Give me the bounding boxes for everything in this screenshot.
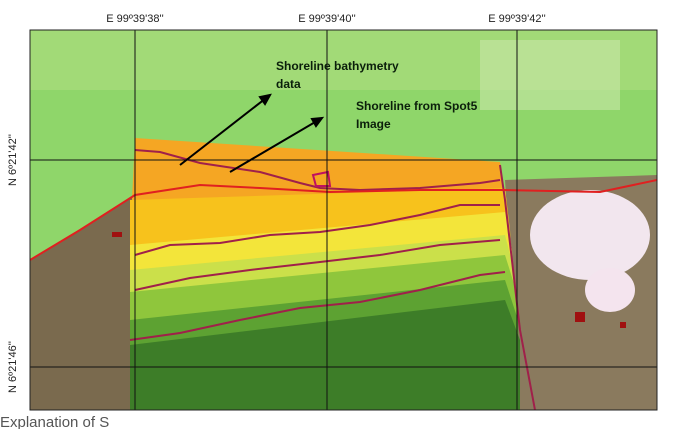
annotation: data: [276, 77, 301, 91]
latitude-label: N 6º21'42'': [7, 134, 19, 186]
grid: [30, 30, 657, 410]
longitude-label: E 99º39'38'': [106, 13, 163, 25]
longitude-label: E 99º39'42'': [488, 13, 545, 25]
longitude-label: E 99º39'40'': [298, 13, 355, 25]
sand-white: [530, 190, 650, 280]
annotation: Shoreline bathymetry: [276, 59, 399, 73]
frame: [29, 29, 658, 411]
arrows: [179, 93, 325, 173]
shoreline-spot5: [30, 179, 657, 261]
land-brown: [30, 195, 135, 410]
contours: [129, 149, 536, 410]
annotation: Image: [356, 117, 391, 131]
map-image: [30, 30, 657, 410]
bathymetry: [130, 138, 520, 410]
annotation: Shoreline from Spot5: [356, 99, 478, 113]
latitude-label: N 6º21'46'': [7, 341, 19, 393]
caption: Explanation of S: [0, 414, 109, 429]
